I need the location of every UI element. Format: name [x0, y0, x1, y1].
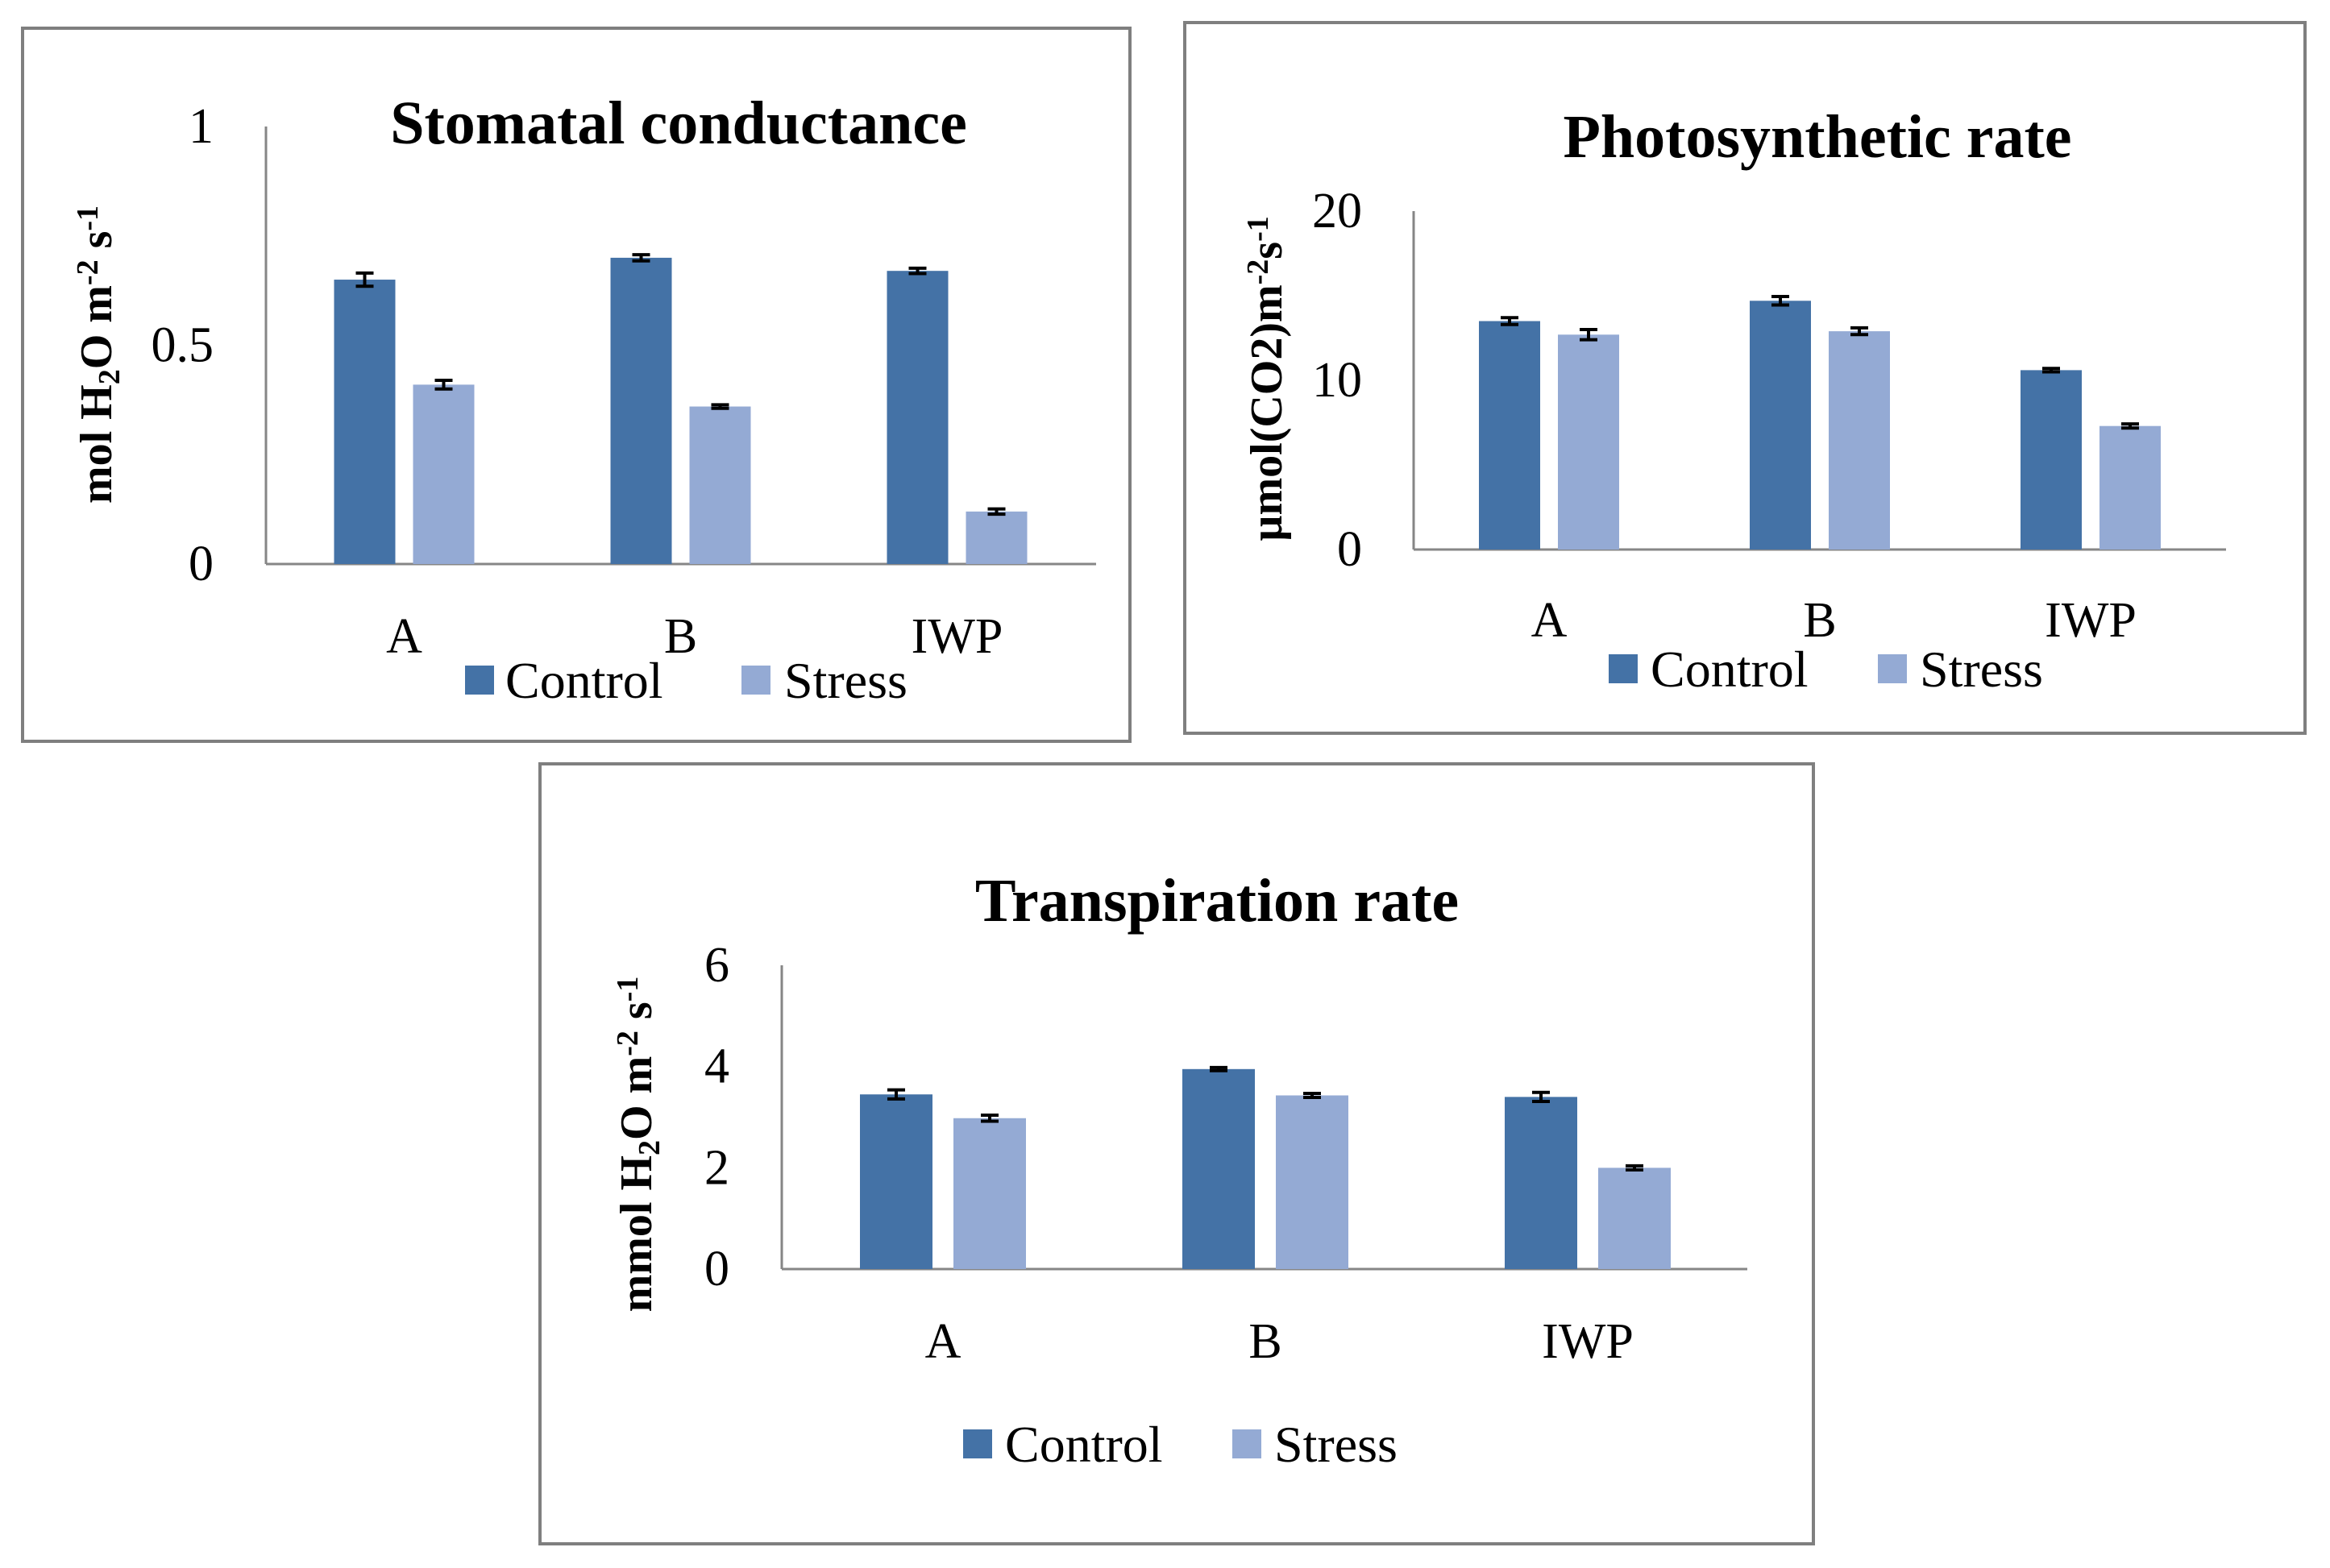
x-category-label: A — [1531, 593, 1568, 648]
legend-label-control: Control — [1005, 1416, 1163, 1473]
legend-swatch-control — [963, 1429, 992, 1458]
legend-swatch-control — [465, 666, 494, 695]
bar-control-iwp — [887, 271, 949, 564]
chart-1: Stomatal conductance 0 0.5 1 mol H2O m-2 s-1… — [71, 89, 1096, 709]
y-axis-label-part: -1 — [71, 205, 105, 231]
bar-stress-a — [413, 384, 475, 564]
y-axis-label-part: O m — [612, 1056, 662, 1140]
y-tick-label: 10 — [1312, 353, 1362, 408]
y-tick-label: 4 — [704, 1039, 729, 1094]
legend-label-control: Control — [1651, 641, 1809, 698]
y-axis-label-part: s — [1242, 242, 1292, 259]
panel-transpiration-rate — [538, 762, 1815, 1545]
y-axis-label-part: -2 — [611, 1031, 645, 1056]
legend-label-control: Control — [505, 652, 663, 709]
bar-stress-iwp — [1598, 1168, 1671, 1269]
x-category-label: A — [925, 1314, 961, 1369]
bar-stress-iwp — [2099, 425, 2161, 550]
y-tick-label: 0.5 — [152, 318, 214, 373]
legend-swatch-stress — [1232, 1429, 1261, 1458]
y-axis-label-part: -2 — [1241, 259, 1275, 285]
x-category-label: B — [1248, 1314, 1281, 1369]
x-category-label: IWP — [912, 609, 1003, 664]
y-axis-label-part: 2 — [93, 369, 127, 384]
y-tick-label: 2 — [704, 1140, 729, 1195]
y-tick-label: 0 — [1337, 522, 1362, 577]
x-category-label: A — [386, 609, 422, 664]
y-axis-label-part: s — [612, 1002, 662, 1031]
y-tick-label: 0 — [189, 537, 214, 591]
legend-label-stress: Stress — [1274, 1416, 1398, 1473]
x-category-label: B — [664, 609, 697, 664]
y-tick-label: 0 — [704, 1242, 729, 1296]
y-axis-label-part: mmol H — [612, 1155, 662, 1312]
bar-control-b — [1750, 301, 1811, 550]
bar-control-iwp — [2021, 370, 2082, 550]
bar-control-a — [334, 280, 396, 564]
panel-photosynthetic-rate — [1183, 21, 2307, 735]
y-axis-label-part: mol H — [72, 384, 122, 504]
legend-swatch-stress — [741, 666, 770, 695]
y-axis-label-part: s — [72, 231, 122, 260]
bar-control-b — [610, 257, 672, 564]
bar-stress-iwp — [966, 511, 1028, 564]
y-axis-label-part: 2 — [633, 1140, 667, 1155]
x-category-label: B — [1803, 593, 1836, 648]
bar-stress-b — [1276, 1095, 1348, 1269]
y-axis-label-part: O m — [72, 285, 122, 369]
y-tick-label: 6 — [704, 938, 729, 993]
x-category-label: IWP — [1542, 1314, 1634, 1369]
y-axis-label: mmol H2O m-2 s-1 — [611, 977, 667, 1313]
bar-stress-b — [1829, 331, 1890, 550]
y-tick-label: 1 — [189, 99, 214, 154]
bar-control-a — [1479, 321, 1540, 550]
y-tick-label: 20 — [1312, 184, 1362, 239]
y-axis-label-part: µmol(CO2)m — [1242, 284, 1292, 541]
chart-2: Photosynthetic rate 0 10 20 µmol(CO2)m-2s-1 A… — [1241, 103, 2226, 698]
chart-title: Stomatal conductance — [390, 89, 967, 157]
bar-control-b — [1182, 1068, 1255, 1269]
chart-title: Transpiration rate — [975, 867, 1459, 935]
bar-stress-a — [953, 1118, 1026, 1269]
legend-swatch-control — [1609, 654, 1638, 683]
x-category-label: IWP — [2045, 593, 2137, 648]
chart-title: Photosynthetic rate — [1563, 103, 2071, 171]
y-axis-label-part: -1 — [611, 977, 645, 1002]
y-axis-label-part: -1 — [1241, 216, 1275, 242]
legend-label-stress: Stress — [784, 652, 907, 709]
legend-swatch-stress — [1878, 654, 1907, 683]
legend-label-stress: Stress — [1920, 641, 2043, 698]
y-axis-label: µmol(CO2)m-2s-1 — [1241, 216, 1292, 541]
y-axis-label: mol H2O m-2 s-1 — [71, 205, 127, 504]
bar-control-iwp — [1505, 1097, 1577, 1269]
bar-control-a — [860, 1094, 932, 1269]
bar-stress-b — [689, 406, 751, 564]
bar-stress-a — [1558, 334, 1619, 550]
y-axis-label-part: -2 — [71, 259, 105, 285]
